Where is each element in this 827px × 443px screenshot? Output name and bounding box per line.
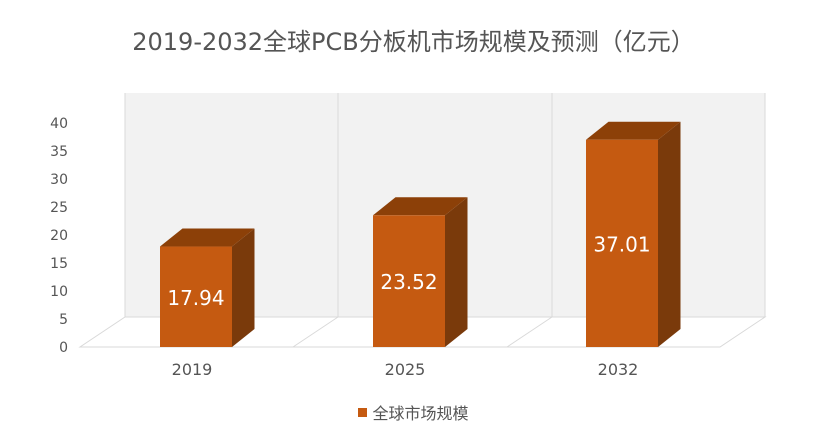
legend: 全球市场规模	[0, 400, 827, 424]
y-tick-label: 30	[50, 172, 68, 188]
chart-title: 2019-2032全球PCB分板机市场规模及预测（亿元）	[132, 28, 695, 56]
data-label: 17.94	[167, 286, 224, 310]
bar-top	[160, 228, 255, 247]
legend-label: 全球市场规模	[372, 404, 469, 423]
floor-divider	[506, 316, 553, 348]
y-tick-label: 15	[50, 256, 68, 272]
legend-swatch	[358, 407, 368, 417]
y-tick-label: 40	[50, 116, 68, 132]
y-tick-label: 25	[50, 200, 68, 216]
bar-top	[373, 197, 468, 216]
x-tick-label: 2019	[172, 360, 213, 379]
bar-side	[658, 121, 681, 347]
y-tick-label: 35	[50, 144, 68, 160]
bar	[586, 139, 658, 347]
bar-top	[586, 121, 681, 140]
bar-side	[232, 228, 255, 347]
data-label: 23.52	[380, 270, 437, 294]
y-tick-label: 10	[50, 284, 68, 300]
bar	[373, 215, 445, 347]
x-tick-label: 2032	[598, 360, 639, 379]
x-tick-label: 2025	[385, 360, 426, 379]
floor-divider	[292, 316, 339, 348]
bar-side	[445, 197, 468, 347]
y-tick-label: 0	[59, 340, 68, 356]
y-tick-label: 20	[50, 228, 68, 244]
data-label: 37.01	[593, 232, 650, 256]
y-tick-label: 5	[59, 312, 68, 328]
bar	[160, 246, 232, 347]
